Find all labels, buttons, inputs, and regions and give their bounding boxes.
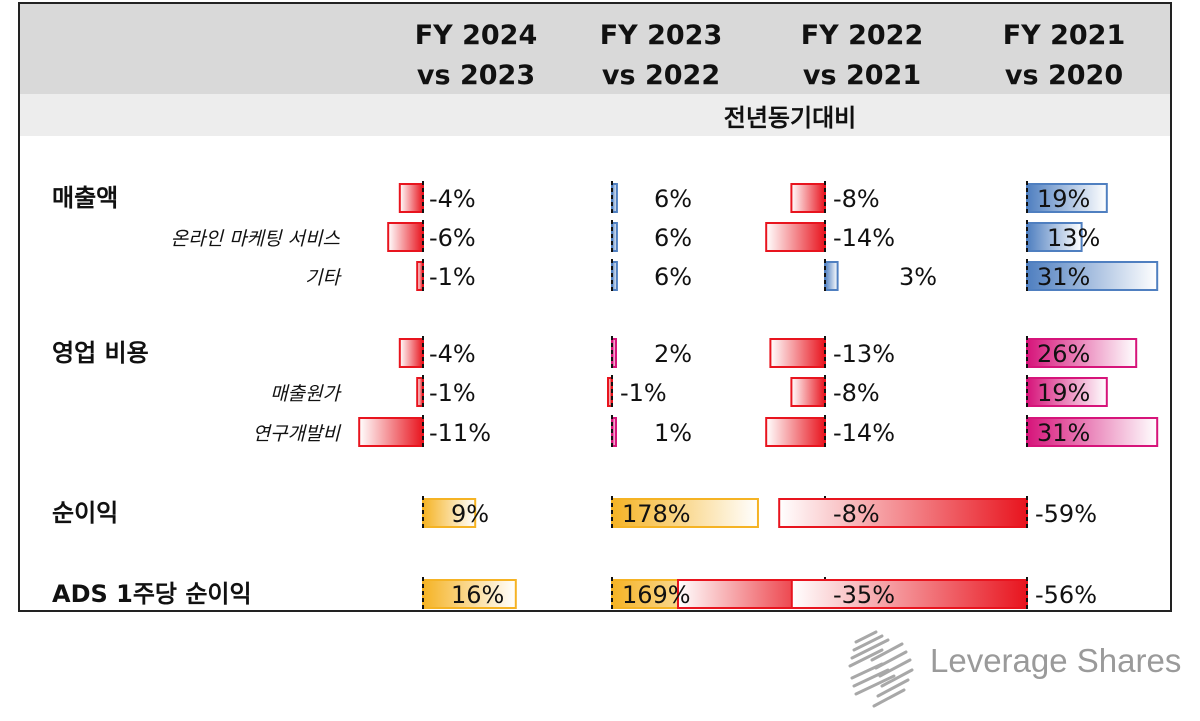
value-label: -56% — [1035, 581, 1097, 609]
subheader-band — [20, 94, 1170, 136]
value-label: -4% — [429, 340, 476, 368]
bar — [1026, 222, 1083, 252]
value-label: -35% — [833, 581, 895, 609]
row-label: 기타 — [305, 267, 342, 289]
bar — [611, 498, 759, 528]
bar — [398, 183, 424, 213]
value-label: -14% — [833, 419, 895, 447]
bar — [1026, 183, 1108, 213]
value-label: -11% — [429, 419, 491, 447]
value-label: 3% — [899, 263, 937, 291]
value-label: -59% — [1035, 500, 1097, 528]
row-label: 순이익 — [52, 499, 118, 527]
value-label: 31% — [1037, 419, 1090, 447]
row-label: 매출원가 — [270, 383, 342, 405]
bar — [769, 338, 827, 368]
value-label: 2% — [654, 340, 692, 368]
bar — [1026, 261, 1159, 291]
brand-logo: Leverage Shares — [842, 630, 1192, 710]
value-label: 169% — [622, 581, 691, 609]
column-header-fy2023: FY 2023 vs 2022 — [599, 20, 723, 91]
value-label: -14% — [833, 224, 895, 252]
leverage-shares-logo-icon — [848, 630, 914, 708]
header-band — [20, 4, 1170, 94]
value-label: 19% — [1037, 379, 1090, 407]
value-label: 9% — [451, 500, 489, 528]
bar — [422, 498, 477, 528]
column-header-fy2024: FY 2024 vs 2023 — [414, 20, 538, 91]
row-label: 매출액 — [52, 184, 118, 212]
bar — [790, 183, 827, 213]
value-label: 13% — [1047, 224, 1100, 252]
value-label: 178% — [622, 500, 691, 528]
bar — [824, 261, 839, 291]
subheader-yoy: 전년동기대비 — [723, 104, 857, 132]
value-label: -8% — [833, 185, 880, 213]
value-label: 6% — [654, 263, 692, 291]
row-label: 연구개발비 — [253, 423, 342, 445]
value-label: 19% — [1037, 185, 1090, 213]
value-label: 6% — [654, 224, 692, 252]
value-label: 31% — [1037, 263, 1090, 291]
value-label: -1% — [429, 263, 476, 291]
bar — [1026, 338, 1138, 368]
value-label: -1% — [429, 379, 476, 407]
bar — [387, 222, 425, 252]
value-label: 26% — [1037, 340, 1090, 368]
row-label: 온라인 마케팅 서비스 — [171, 228, 341, 250]
value-label: -8% — [833, 379, 880, 407]
bar — [422, 579, 517, 609]
row-label: ADS 1주당 순이익 — [52, 580, 252, 608]
value-label: -4% — [429, 185, 476, 213]
value-label: -13% — [833, 340, 895, 368]
bar — [765, 222, 827, 252]
value-label: -6% — [429, 224, 476, 252]
row-label: 영업 비용 — [52, 339, 149, 367]
value-label: 16% — [451, 581, 504, 609]
chart-frame: FY 2024 vs 2023 FY 2023 vs 2022 FY 2022 … — [18, 2, 1172, 612]
value-label: 1% — [654, 419, 692, 447]
brand-name: Leverage Shares — [930, 642, 1182, 679]
column-header-fy2022: FY 2022 vs 2021 — [800, 20, 924, 91]
bar — [765, 417, 827, 447]
value-label: -1% — [620, 379, 667, 407]
bar — [790, 377, 827, 407]
bar — [790, 579, 1028, 609]
bar — [398, 338, 424, 368]
value-label: -8% — [833, 500, 880, 528]
column-header-fy2021: FY 2021 vs 2020 — [1002, 20, 1126, 91]
value-label: 6% — [654, 185, 692, 213]
bar — [358, 417, 425, 447]
bar — [778, 498, 1029, 528]
bar — [1026, 417, 1159, 447]
